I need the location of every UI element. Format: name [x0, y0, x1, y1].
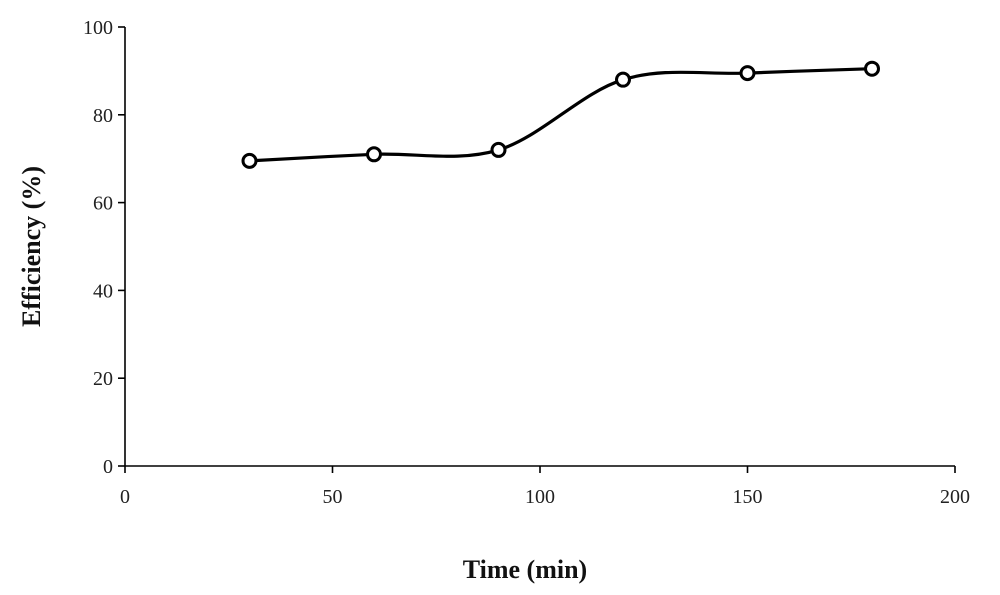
y-tick-label: 0 [103, 456, 113, 478]
x-tick-label: 100 [525, 486, 555, 508]
x-tick-label: 200 [940, 486, 970, 508]
data-point-marker [739, 65, 756, 82]
x-tick-label: 150 [733, 486, 763, 508]
y-tick-label: 40 [93, 280, 113, 302]
ticks: 0 20 40 60 80 100 0 50 100 150 200 [83, 17, 970, 508]
x-tick-label: 0 [120, 486, 130, 508]
x-axis-title: Time (min) [463, 555, 587, 584]
y-tick-label: 80 [93, 105, 113, 127]
y-tick-label: 60 [93, 193, 113, 215]
data-point-marker [490, 141, 507, 158]
data-point-marker [864, 60, 880, 77]
y-axis-title: Efficiency (%) [17, 166, 46, 327]
series-line [247, 67, 874, 163]
data-point-marker [366, 146, 382, 163]
y-tick-label: 100 [83, 17, 113, 39]
data-point-marker [241, 152, 258, 169]
data-point-marker [615, 71, 631, 88]
x-tick-label: 50 [323, 486, 343, 508]
y-tick-label: 20 [93, 368, 113, 390]
series [241, 60, 880, 169]
axes [124, 27, 955, 467]
